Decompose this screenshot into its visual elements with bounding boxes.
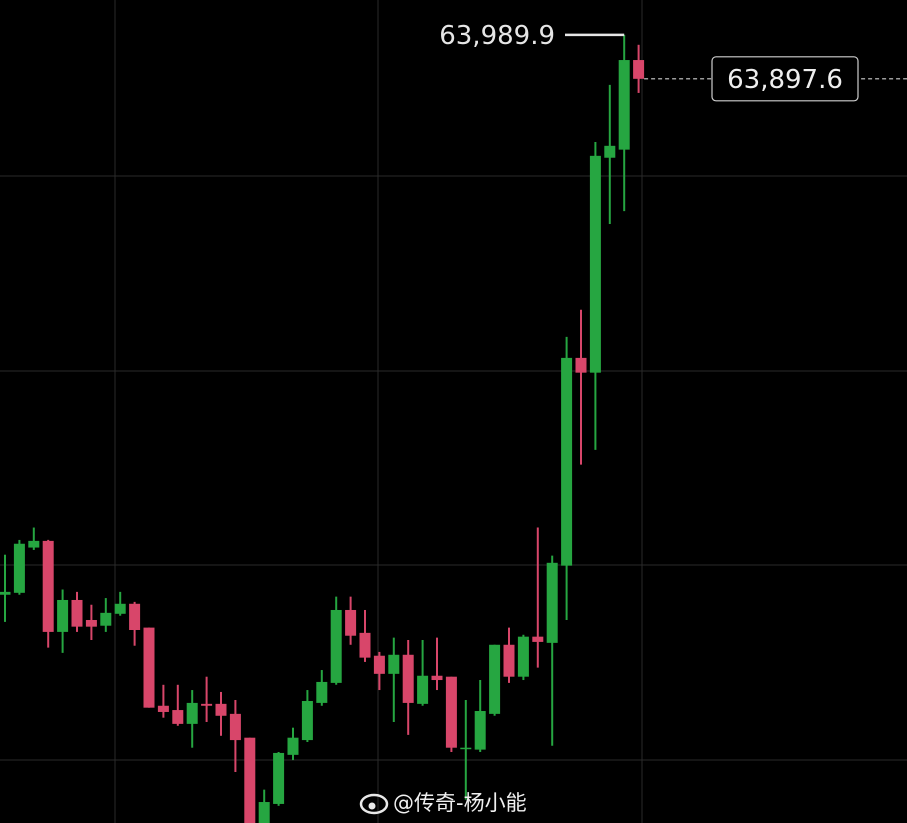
high-label: 63,989.9 <box>439 21 555 51</box>
body <box>431 675 443 681</box>
body <box>287 737 299 755</box>
body <box>0 591 11 595</box>
body <box>71 599 83 627</box>
body <box>13 543 25 593</box>
body <box>186 702 198 724</box>
candles <box>0 34 645 823</box>
body <box>42 540 54 632</box>
body <box>589 155 601 373</box>
body <box>546 562 558 643</box>
body <box>129 603 141 630</box>
body <box>215 703 227 716</box>
body <box>359 632 371 658</box>
body <box>143 627 155 708</box>
body <box>273 752 285 804</box>
body <box>618 60 630 150</box>
body <box>330 609 342 683</box>
body <box>316 681 328 703</box>
body <box>85 619 97 627</box>
body <box>445 676 457 748</box>
body <box>258 802 270 823</box>
body <box>28 540 40 548</box>
watermark-logo <box>359 793 389 815</box>
body <box>460 747 472 750</box>
body <box>201 703 213 706</box>
watermark-text: @传奇-杨小能 <box>393 791 527 815</box>
body <box>114 603 126 614</box>
body <box>373 655 385 674</box>
body <box>157 705 169 712</box>
body <box>417 675 429 704</box>
body <box>532 636 544 642</box>
body <box>474 711 486 750</box>
body <box>517 636 529 677</box>
body <box>57 599 69 632</box>
body <box>402 654 414 703</box>
body <box>345 609 357 636</box>
body <box>100 612 112 626</box>
body <box>604 145 616 158</box>
body <box>172 710 184 724</box>
body <box>388 654 400 674</box>
body <box>633 60 645 79</box>
body <box>503 644 515 677</box>
last-price-box <box>711 56 859 102</box>
watermark: @传奇-杨小能 <box>359 791 527 815</box>
watermark-logo <box>368 802 376 810</box>
body <box>575 357 587 373</box>
body <box>489 644 501 714</box>
body <box>301 701 313 741</box>
body <box>229 713 241 741</box>
body <box>561 357 573 566</box>
body <box>244 737 256 823</box>
labels: 63,989.9 63,897.6 <box>439 21 907 102</box>
last-price-label: 63,897.6 <box>727 65 843 95</box>
